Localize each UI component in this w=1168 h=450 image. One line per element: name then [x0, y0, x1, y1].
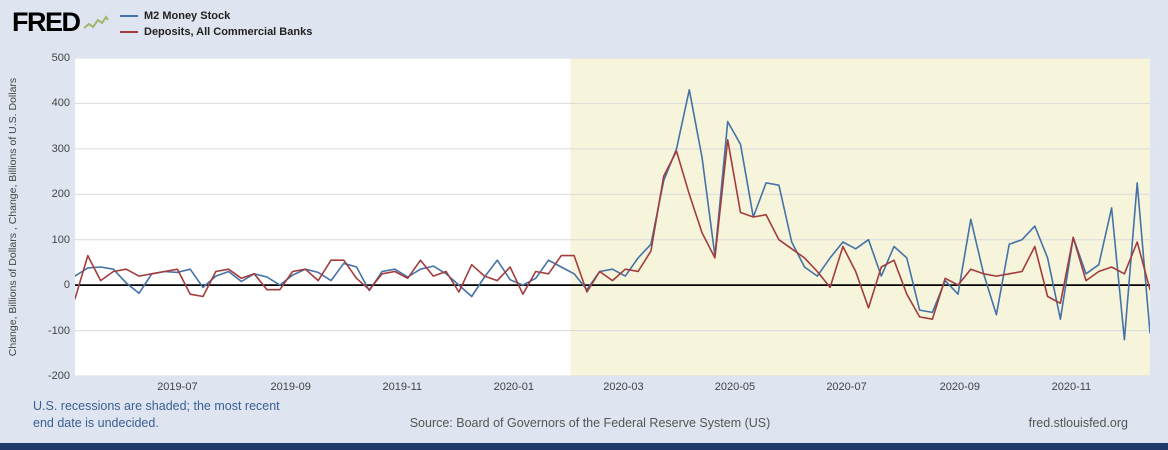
fred-sparkline-icon: [82, 14, 109, 29]
y-axis-title: Change, Billions of Dollars , Change, Bi…: [7, 77, 19, 357]
x-axis-tick-label: 2020-07: [826, 381, 867, 393]
y-axis-tick-label: -100: [47, 324, 70, 337]
legend-swatch-m2: [120, 15, 138, 17]
recession-shading: [570, 58, 1150, 376]
legend-label-m2: M2 Money Stock: [144, 10, 231, 22]
x-axis-tick-label: 2020-11: [1051, 381, 1092, 393]
source-attribution: Source: Board of Governors of the Federa…: [409, 416, 771, 430]
y-axis-tick-label: 300: [51, 142, 70, 155]
chart-legend: M2 Money Stock Deposits, All Commercial …: [120, 10, 312, 42]
y-axis: 500 400 300 200 100 0 -100 -200: [28, 52, 70, 382]
chart-svg: [74, 57, 1151, 377]
fred-logo-text: FRED: [12, 7, 81, 37]
x-axis: 2019-07 2019-09 2019-11 2020-01 2020-03 2020-…: [75, 381, 1150, 395]
x-axis-tick-label: 2020-09: [939, 381, 981, 393]
y-axis-tick-label: 200: [51, 188, 70, 201]
x-axis-tick-label: 2020-03: [603, 381, 644, 393]
series-line-deposits[interactable]: [74, 139, 1151, 321]
y-axis-tick-label: 400: [51, 97, 70, 110]
y-axis-tick-label: -200: [47, 370, 70, 382]
recession-note: U.S. recessions are shaded; the most rec…: [33, 398, 280, 432]
x-axis-tick-label: 2019-09: [270, 381, 311, 393]
x-axis-tick-label: 2019-07: [157, 381, 198, 393]
fred-logo[interactable]: FRED: [12, 7, 109, 38]
legend-label-deposits: Deposits, All Commercial Banks: [144, 26, 313, 38]
x-axis-tick-label: 2019-11: [382, 381, 423, 393]
recession-note-line1: U.S. recessions are shaded; the most rec…: [33, 399, 280, 413]
y-axis-tick-label: 0: [63, 279, 70, 292]
legend-item-m2-money-stock[interactable]: M2 Money Stock: [120, 10, 312, 22]
chart-plot-area[interactable]: [74, 57, 1151, 377]
legend-item-deposits[interactable]: Deposits, All Commercial Banks: [120, 26, 312, 38]
bottom-bar: [0, 443, 1168, 450]
recession-note-line2: end date is undecided.: [33, 415, 159, 430]
fred-site-link[interactable]: fred.stlouisfed.org: [1028, 416, 1128, 430]
y-axis-tick-label: 100: [51, 233, 70, 246]
legend-swatch-deposits: [120, 31, 138, 33]
y-axis-tick-label: 500: [51, 52, 70, 64]
x-axis-tick-label: 2020-01: [493, 381, 534, 393]
x-axis-tick-label: 2020-05: [714, 381, 756, 393]
